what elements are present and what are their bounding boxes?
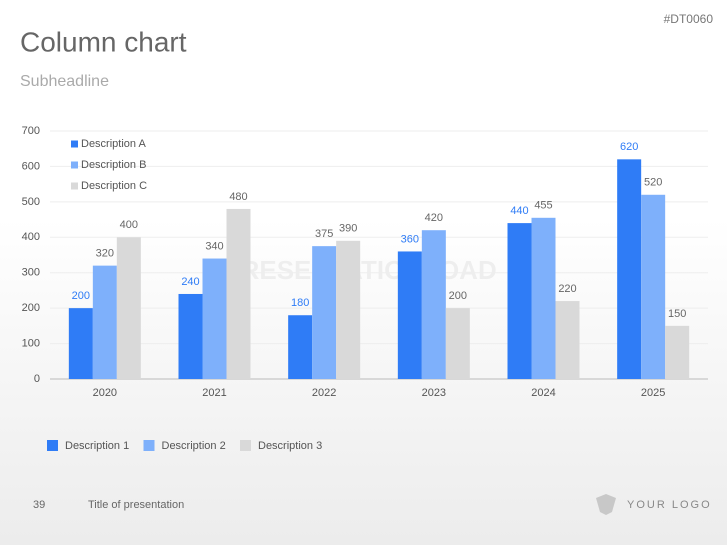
value-label: 390 — [339, 223, 357, 235]
page-number: 39 — [33, 499, 45, 511]
y-tick-label: 500 — [22, 196, 40, 208]
x-tick-label: 2025 — [641, 387, 665, 399]
bar — [617, 159, 642, 379]
value-label: 375 — [315, 228, 333, 240]
y-tick-label: 700 — [22, 125, 40, 137]
value-label: 240 — [181, 276, 199, 288]
logo-icon — [596, 494, 616, 515]
bar — [665, 325, 690, 379]
legend-swatch — [47, 440, 58, 451]
x-tick-label: 2024 — [531, 387, 555, 399]
value-label: 220 — [558, 283, 576, 295]
legend-swatch — [143, 440, 155, 451]
bar — [421, 230, 446, 379]
footer-title: Title of presentation — [88, 499, 184, 511]
value-label: 440 — [510, 205, 528, 217]
value-label: 150 — [668, 308, 686, 320]
legend-label: Description 3 — [258, 440, 322, 452]
logo-text: YOUR LOGO — [627, 499, 712, 511]
x-tick-label: 2023 — [422, 387, 446, 399]
value-label: 200 — [449, 290, 467, 302]
bar — [202, 258, 227, 379]
y-tick-label: 300 — [22, 267, 40, 279]
value-label: 320 — [96, 248, 114, 260]
chart-title: Column chart — [20, 26, 187, 57]
bar — [531, 217, 556, 379]
value-label: 420 — [425, 212, 443, 224]
bar — [288, 315, 313, 379]
bar — [226, 208, 251, 379]
legend-swatch — [71, 182, 78, 190]
legend-label: Description B — [81, 159, 146, 171]
legend-label: Description C — [81, 180, 147, 192]
y-tick-label: 100 — [22, 337, 40, 349]
y-tick-label: 400 — [22, 231, 40, 243]
value-label: 455 — [534, 200, 552, 212]
y-tick-label: 200 — [22, 302, 40, 314]
bar — [116, 237, 141, 379]
bar — [555, 301, 580, 379]
value-label: 340 — [205, 240, 223, 252]
bar — [641, 194, 666, 379]
value-label: 200 — [72, 290, 90, 302]
x-tick-label: 2020 — [93, 387, 117, 399]
value-label: 180 — [291, 297, 309, 309]
legend-swatch — [240, 440, 251, 451]
value-label: 620 — [620, 141, 638, 153]
bar — [397, 251, 422, 379]
legend-label: Description 1 — [65, 440, 129, 452]
bar — [178, 293, 203, 379]
legend-swatch — [71, 140, 78, 148]
value-label: 480 — [229, 191, 247, 203]
bar — [68, 308, 93, 379]
x-tick-label: 2021 — [202, 387, 226, 399]
value-label: 520 — [644, 177, 662, 189]
value-label: 400 — [120, 219, 138, 231]
bar — [507, 223, 532, 379]
y-tick-label: 0 — [34, 373, 40, 385]
legend-swatch — [71, 161, 78, 169]
bar — [445, 308, 470, 379]
chart: 0 100 200 300 400 500 600 700 2020 200 320 400 2021 2… — [22, 125, 708, 452]
bar — [312, 246, 337, 379]
chart-subtitle: Subheadline — [20, 73, 109, 90]
bar — [336, 240, 361, 379]
x-tick-label: 2022 — [312, 387, 336, 399]
value-label: 360 — [401, 233, 419, 245]
slide-code: #DT0060 — [664, 12, 714, 26]
y-tick-label: 600 — [22, 160, 40, 172]
legend-label: Description 2 — [162, 440, 226, 452]
bar — [92, 265, 117, 379]
legend-label: Description A — [81, 138, 146, 150]
